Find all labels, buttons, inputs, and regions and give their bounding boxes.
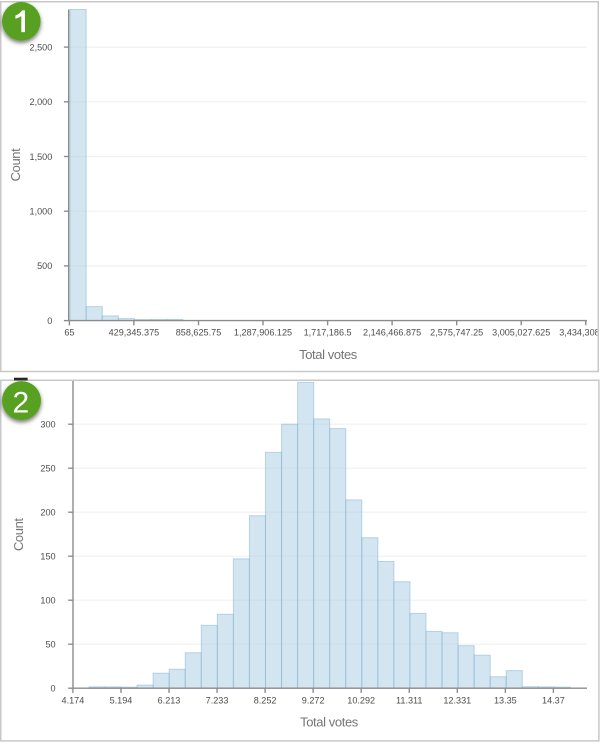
svg-text:Count: Count (8, 148, 23, 181)
svg-text:65: 65 (64, 328, 74, 338)
svg-text:11.311: 11.311 (396, 696, 422, 706)
svg-text:3,434,308.25: 3,434,308.25 (559, 328, 600, 338)
svg-text:1,500: 1,500 (30, 152, 53, 162)
svg-text:1,287,906.125: 1,287,906.125 (234, 328, 292, 338)
svg-text:8.252: 8.252 (254, 696, 277, 706)
svg-text:100: 100 (40, 596, 55, 606)
svg-text:13.35: 13.35 (494, 696, 517, 706)
svg-text:4.174: 4.174 (62, 696, 85, 706)
svg-text:2,000: 2,000 (30, 97, 53, 107)
svg-text:14.37: 14.37 (542, 696, 565, 706)
svg-text:12.331: 12.331 (443, 696, 471, 706)
svg-text:Count: Count (11, 518, 26, 551)
svg-text:Total votes: Total votes (299, 347, 358, 362)
svg-text:50: 50 (45, 640, 55, 650)
svg-text:2: 2 (12, 386, 29, 419)
svg-text:2,500: 2,500 (30, 42, 53, 52)
svg-text:2,146,466.875: 2,146,466.875 (363, 328, 421, 338)
svg-text:9.272: 9.272 (302, 696, 325, 706)
svg-text:Total votes: Total votes (300, 715, 359, 730)
svg-text:300: 300 (40, 420, 55, 430)
svg-text:5.194: 5.194 (110, 696, 133, 706)
svg-text:150: 150 (40, 552, 55, 562)
svg-text:250: 250 (40, 464, 55, 474)
svg-text:6.213: 6.213 (158, 696, 181, 706)
svg-text:500: 500 (37, 261, 52, 271)
svg-text:429,345.375: 429,345.375 (109, 328, 160, 338)
svg-text:10.292: 10.292 (347, 696, 375, 706)
svg-text:1,717,186.5: 1,717,186.5 (304, 328, 352, 338)
svg-text:2,575,747.25: 2,575,747.25 (430, 328, 483, 338)
svg-text:0: 0 (47, 316, 52, 326)
svg-text:0: 0 (51, 684, 56, 694)
svg-text:7.233: 7.233 (206, 696, 229, 706)
svg-text:200: 200 (40, 508, 55, 518)
svg-text:858,625.75: 858,625.75 (176, 328, 222, 338)
svg-text:3,005,027.625: 3,005,027.625 (492, 328, 550, 338)
svg-text:1,000: 1,000 (30, 207, 53, 217)
